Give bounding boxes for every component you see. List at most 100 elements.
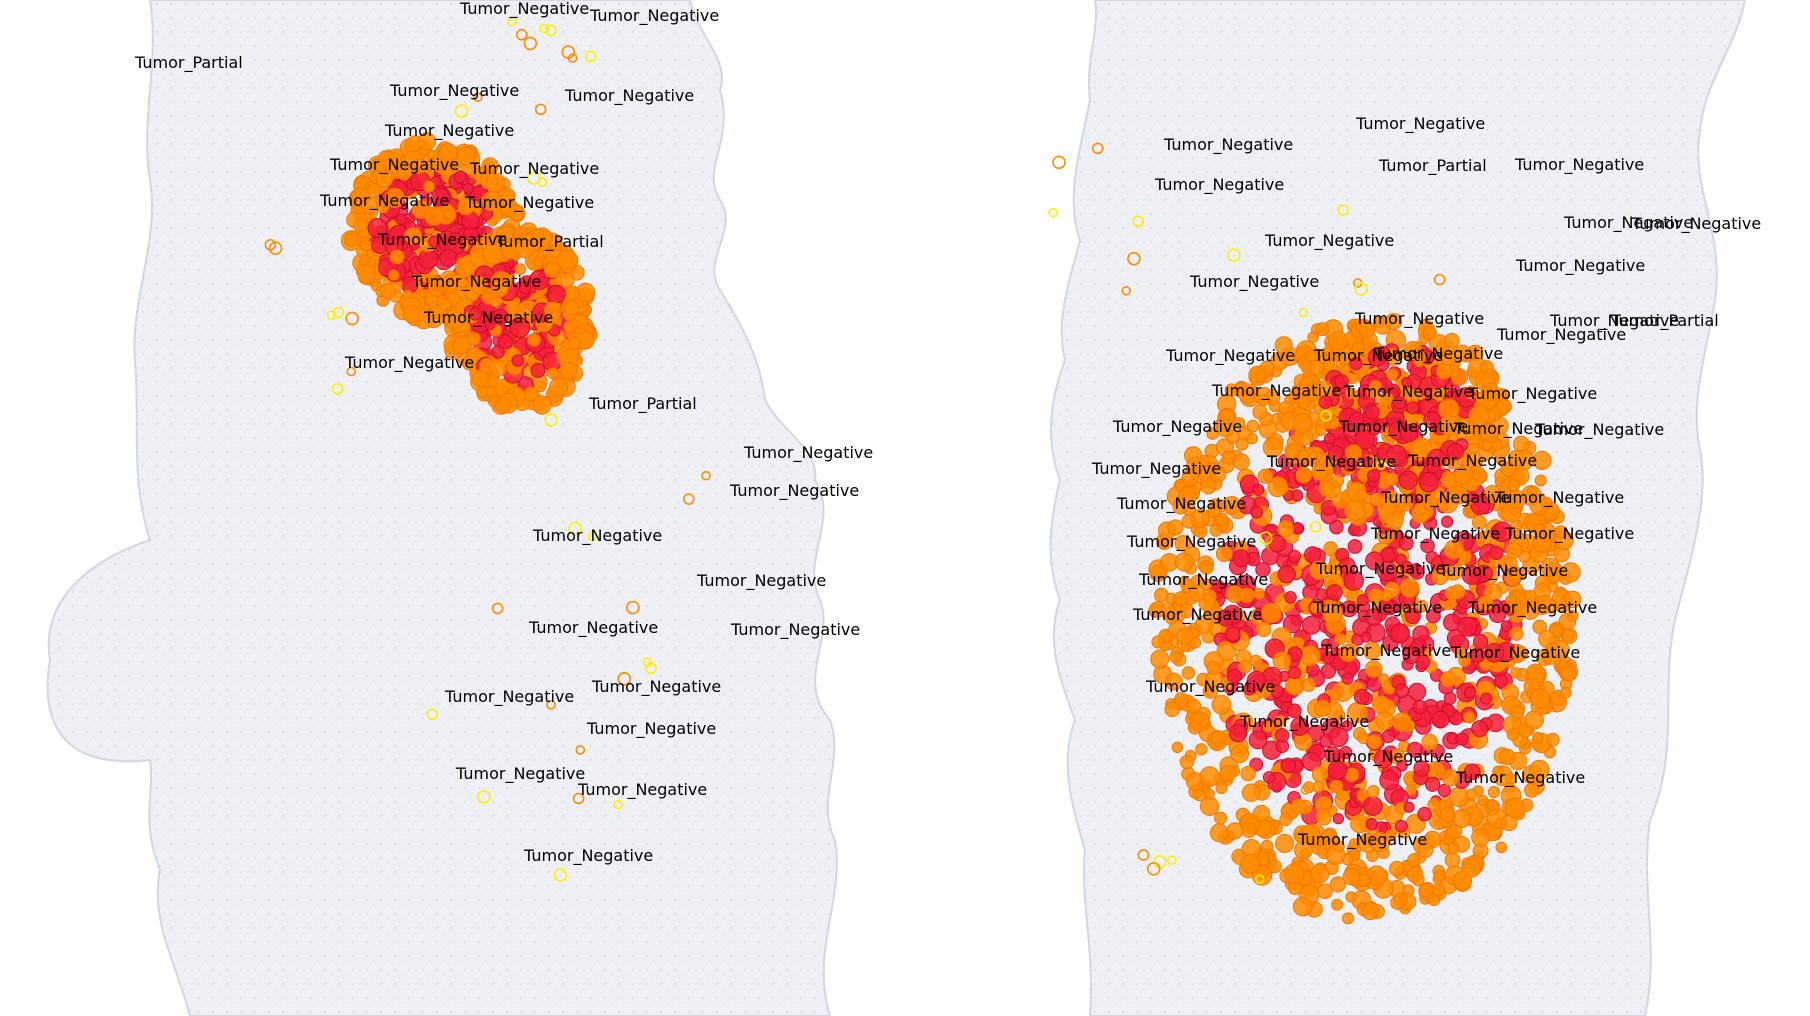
right-tumor-cell-marker [1436,363,1453,380]
right-tumor-cell-marker [1215,781,1228,795]
scattered-cell-marker [534,103,547,116]
right-tumor-cell-marker [1443,691,1457,705]
scattered-cell-marker [1391,521,1402,531]
right-tumor-cell-marker [1255,562,1271,578]
right-tumor-cell-marker [1500,461,1516,478]
left-tumor-cell-marker [444,309,464,330]
right-tumor-cell-marker [1361,902,1380,921]
right-tumor-cell-marker [1274,336,1293,355]
right-tumor-cell-marker [1343,570,1365,591]
right-tumor-cell-marker [1494,673,1509,688]
right-tumor-cell-marker [1308,359,1325,376]
right-tumor-cell-marker [1431,710,1450,729]
right-tumor-cell-marker [1339,746,1353,760]
right-tumor-cell-marker [1437,493,1459,514]
scattered-cell-marker [1376,460,1386,471]
left-tumor-cell-marker [559,272,575,288]
right-tumor-cell-marker [1249,654,1263,668]
right-tumor-cell-marker [1471,720,1489,738]
left-tumor-cell-marker [494,397,512,414]
right-tumor-cell-marker [1442,769,1460,787]
right-tumor-cell-marker [1392,396,1407,410]
left-tumor-cell-marker [492,308,509,325]
right-tumor-cell-marker [1520,601,1540,620]
right-tumor-cell-marker [1268,859,1282,874]
right-tumor-cell-marker [1411,437,1433,459]
scattered-cell-marker [326,310,337,320]
scattered-cell-marker [626,600,640,615]
right-tumor-cell-marker [1365,608,1383,626]
right-tumor-cell-marker [1315,322,1330,337]
scattered-cell-marker [527,171,541,185]
right-tumor-cell-marker [1461,565,1482,585]
left-tumor-cell-marker [375,199,390,214]
right-tumor-cell-marker [1200,478,1217,495]
right-tumor-cell-marker [1342,423,1358,439]
right-tumor-cell-marker [1440,671,1457,688]
right-tumor-cell-marker [1367,469,1381,483]
right-tumor-cell-marker [1342,912,1354,925]
right-tumor-cell-marker [1332,840,1345,853]
scattered-cell-marker [553,868,568,882]
right-tumor-cell-marker [1421,733,1438,751]
right-tumor-cell-marker [1444,332,1460,349]
right-tumor-cell-marker [1301,751,1322,772]
left-tumor-cell-marker [361,197,378,215]
left-tumor-cell-marker [452,336,471,355]
right-tumor-cell-marker [1378,673,1390,685]
right-tumor-cell-marker [1260,839,1274,853]
right-tumor-cell-marker [1240,765,1256,782]
right-tumor-cell-marker [1413,760,1430,777]
right-tumor-cell-marker [1279,813,1293,826]
right-tumor-cell-marker [1322,603,1343,624]
scattered-cell-marker [477,790,491,804]
right-tumor-cell-marker [1398,470,1419,490]
right-tumor-cell-marker [1371,695,1391,715]
right-tumor-cell-marker [1417,842,1434,859]
right-tumor-cell-marker [1363,796,1383,816]
right-tumor-cell-marker [1386,444,1407,466]
scattered-cell-marker [567,53,578,63]
right-tumor-cell-marker [1179,754,1195,770]
scattered-cell-marker [331,383,344,395]
right-tumor-cell-marker [1222,496,1242,515]
scattered-cell-marker [1309,521,1322,533]
right-tumor-cell-marker [1468,405,1490,427]
right-tumor-cell-marker [1363,641,1382,660]
scattered-cell-marker [1048,207,1058,218]
right-tumor-cell-marker [1427,448,1447,468]
right-tumor-cell-marker [1221,450,1236,465]
right-tumor-cell-marker [1232,453,1250,471]
right-tumor-cell-marker [1491,439,1503,451]
right-tumor-cell-marker [1540,557,1561,578]
right-tumor-cell-marker [1360,631,1372,643]
right-tumor-cell-marker [1375,711,1395,730]
scattered-cell-marker [1132,215,1145,228]
right-tumor-cell-marker [1210,730,1227,746]
right-tumor-cell-marker [1470,647,1486,663]
right-tumor-cell-marker [1364,660,1383,678]
right-tumor-cell-marker [1426,608,1441,624]
right-tumor-cell-marker [1433,869,1446,882]
right-tumor-cell-marker [1173,591,1189,607]
left-tumor-cell-marker [560,362,578,380]
right-tumor-cell-marker [1263,721,1275,733]
left-tumor-cell-marker [431,187,450,207]
left-tumor-cell-marker [547,367,560,380]
left-tumor-cell-marker [568,337,581,350]
right-tumor-cell-marker [1332,813,1345,825]
right-tumor-cell-marker [1284,863,1305,884]
right-tumor-cell-marker [1561,628,1575,642]
right-tumor-cell-marker [1512,645,1529,662]
right-tumor-cell-marker [1413,356,1426,368]
left-tumor-cell-marker [466,331,481,346]
right-tumor-cell-marker [1376,497,1396,517]
scattered-cell-marker [617,671,632,686]
right-tumor-cell-marker [1326,584,1343,601]
left-tumor-cell-marker [447,292,461,306]
right-tumor-cell-marker [1394,683,1410,698]
scattered-cell-marker [537,177,548,188]
right-tumor-cell-marker [1315,424,1327,436]
scattered-cell-marker [515,28,528,41]
